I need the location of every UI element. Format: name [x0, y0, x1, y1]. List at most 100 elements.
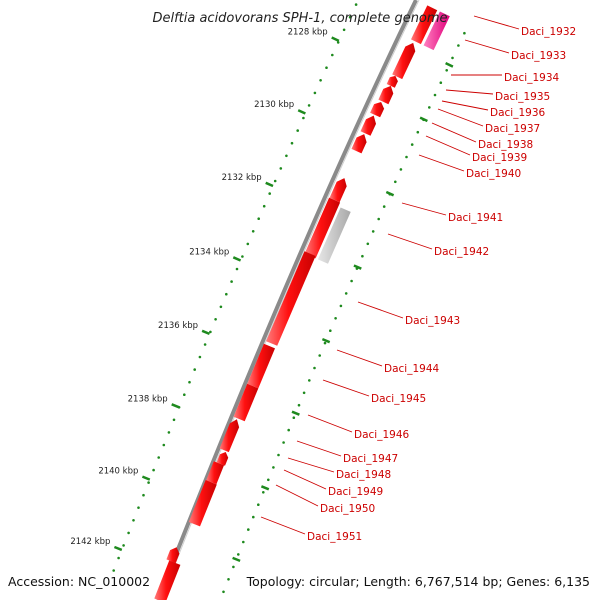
tick-dot [137, 506, 140, 510]
gene-feature[interactable] [188, 480, 217, 527]
gene-feature[interactable] [370, 102, 385, 118]
tick-dot [439, 81, 443, 84]
tick-dot [292, 416, 296, 420]
tick-dot [433, 93, 437, 97]
gene-leader-line [431, 122, 477, 143]
gene-feature[interactable] [219, 419, 240, 453]
accession-label: Accession: NC_010002 [8, 574, 150, 589]
tick-dot [193, 368, 196, 371]
tick-dot [147, 481, 150, 484]
tick-dot [127, 531, 130, 535]
tick-dot [219, 305, 223, 309]
tick-dot [241, 255, 244, 258]
gene-label[interactable]: Daci_1934 [504, 72, 560, 84]
gene-feature[interactable] [360, 115, 377, 136]
tick-dot [268, 192, 272, 195]
gene-label[interactable]: Daci_1937 [485, 123, 540, 135]
tick-dot [342, 28, 346, 32]
tick-dot [296, 129, 300, 132]
gene-feature[interactable] [386, 75, 398, 88]
tick-dot [451, 56, 454, 60]
gene-feature[interactable] [247, 343, 275, 389]
gene-feature[interactable] [423, 11, 450, 51]
gene-feature[interactable] [329, 178, 347, 203]
gene-label[interactable]: Daci_1941 [448, 212, 503, 224]
tick-dot [361, 254, 364, 258]
gene-feature[interactable] [233, 383, 259, 422]
kbp-tick-label: 2136 kbp [158, 321, 198, 331]
tick-dot [225, 292, 228, 296]
gene-leader-line [473, 15, 520, 30]
gene-label[interactable]: Daci_1942 [434, 246, 489, 258]
tick-dot [463, 31, 466, 35]
gene-label[interactable]: Daci_1936 [490, 107, 546, 119]
tick-dot [262, 204, 266, 208]
tick-dot [203, 343, 207, 346]
gene-label[interactable]: Daci_1939 [472, 152, 527, 164]
gene-leader-line [283, 469, 327, 490]
kbp-tick-mark [232, 256, 242, 262]
tick-dot [323, 341, 327, 345]
gene-leader-line [275, 484, 319, 507]
gene-label[interactable]: Daci_1933 [511, 50, 566, 62]
tick-dot [252, 515, 255, 519]
gene-label[interactable]: Daci_1946 [354, 429, 410, 441]
gene-label[interactable]: Daci_1943 [405, 315, 460, 327]
tick-dot [152, 468, 155, 472]
kbp-tick-mark [297, 109, 306, 115]
gene-features [154, 5, 450, 600]
tick-dot [394, 180, 397, 184]
kbp-tick-mark [331, 36, 340, 43]
topology-label: Topology: circular; Length: 6,767,514 bp… [246, 574, 590, 589]
tick-dot [227, 578, 230, 581]
gene-label[interactable]: Daci_1935 [495, 91, 550, 103]
gene-feature[interactable] [216, 452, 229, 466]
tick-dot [445, 69, 449, 72]
gene-feature[interactable] [317, 207, 351, 264]
tick-dot [348, 15, 352, 19]
gene-label[interactable]: Daci_1949 [328, 486, 383, 498]
tick-dot [246, 242, 250, 246]
gene-label[interactable]: Daci_1932 [521, 26, 576, 38]
gene-feature[interactable] [266, 251, 316, 346]
tick-dot [112, 569, 115, 572]
gene-label[interactable]: Daci_1947 [343, 453, 398, 465]
gene-leader-line [418, 154, 465, 172]
gene-feature[interactable] [411, 5, 438, 45]
kbp-tick-label: 2132 kbp [222, 173, 262, 183]
tick-dot [302, 391, 306, 395]
gene-feature[interactable] [304, 197, 341, 259]
gene-label[interactable]: Daci_1950 [320, 503, 375, 515]
gene-feature[interactable] [392, 42, 416, 80]
tick-dot [232, 565, 235, 569]
gene-feature[interactable] [154, 560, 181, 600]
tick-dot [354, 3, 358, 6]
tick-dot [237, 553, 240, 556]
tick-dot [285, 154, 288, 158]
gene-label[interactable]: Daci_1944 [384, 363, 440, 375]
tick-dots-inner [222, 31, 466, 594]
gene-feature[interactable] [166, 547, 180, 564]
gene-leader-line [357, 301, 404, 319]
kbp-tick-label: 2140 kbp [98, 467, 138, 477]
gene-label[interactable]: Daci_1948 [336, 469, 391, 481]
gene-label[interactable]: Daci_1938 [478, 139, 533, 151]
tick-dot [167, 431, 171, 434]
gene-label[interactable]: Daci_1945 [371, 393, 426, 405]
gene-label[interactable]: Daci_1951 [307, 531, 362, 543]
tick-dot [162, 443, 166, 447]
gene-feature[interactable] [378, 85, 394, 105]
tick-dot [251, 230, 255, 233]
tick-dot [290, 141, 294, 145]
gene-leader-line [387, 233, 433, 250]
gene-feature[interactable] [206, 461, 224, 485]
gene-feature[interactable] [351, 134, 367, 154]
gene-label[interactable]: Daci_1940 [466, 168, 521, 180]
gene-leader-line [441, 100, 489, 111]
kbp-tick-label: 2134 kbp [189, 247, 229, 257]
tick-dot [350, 279, 353, 283]
tick-dot [183, 393, 186, 397]
tick-dot [313, 366, 316, 370]
gene-leader-line [322, 379, 370, 397]
